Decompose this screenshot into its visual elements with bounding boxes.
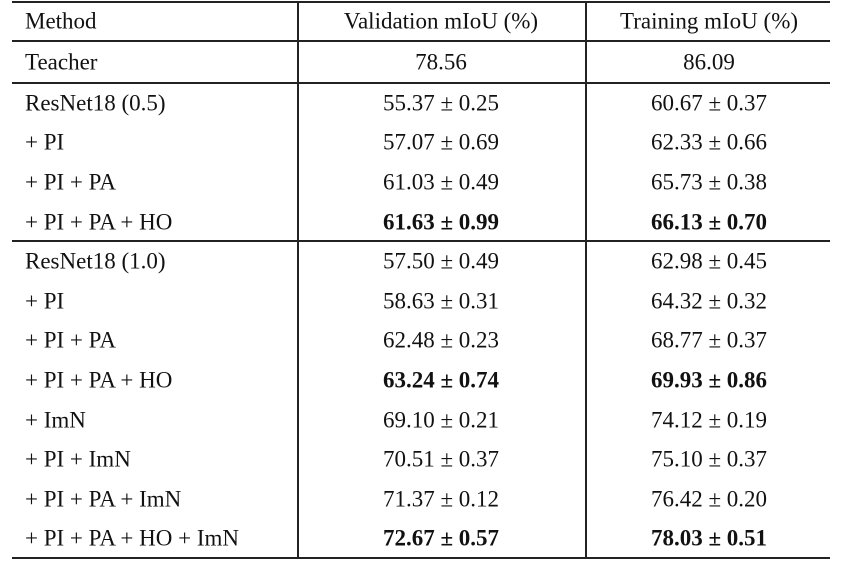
method-cell: + PI xyxy=(25,288,65,314)
column-divider xyxy=(297,1,299,558)
value-cell: 78.03 ± 0.51 xyxy=(650,525,768,551)
method-cell: + PI + PA + HO xyxy=(25,209,173,235)
value-cell: 64.32 ± 0.32 xyxy=(650,288,768,314)
value-cell: 61.03 ± 0.49 xyxy=(382,169,500,195)
value-cell: 66.13 ± 0.70 xyxy=(650,209,768,235)
method-cell: ResNet18 (0.5) xyxy=(25,90,166,116)
rule xyxy=(12,40,830,42)
value-cell: 62.98 ± 0.45 xyxy=(650,248,768,274)
value-cell: 62.33 ± 0.66 xyxy=(650,129,768,155)
method-cell: Teacher xyxy=(25,49,98,75)
value-cell: 57.50 ± 0.49 xyxy=(382,248,500,274)
value-cell: 65.73 ± 0.38 xyxy=(650,169,768,195)
value-cell: 62.48 ± 0.23 xyxy=(382,327,500,353)
rule xyxy=(12,240,830,242)
method-cell: + PI + PA xyxy=(25,327,116,353)
value-cell: 78.56 xyxy=(415,49,467,75)
value-cell: 76.42 ± 0.20 xyxy=(650,486,768,512)
value-cell: 63.24 ± 0.74 xyxy=(382,367,500,393)
header-cell: Validation mIoU (%) xyxy=(343,8,539,34)
method-cell: + PI + ImN xyxy=(25,446,131,472)
header-cell: Method xyxy=(25,8,97,34)
rule xyxy=(12,557,830,559)
method-cell: ResNet18 (1.0) xyxy=(25,248,166,274)
column-divider xyxy=(585,1,587,558)
value-cell: 69.93 ± 0.86 xyxy=(650,367,768,393)
method-cell: + PI + PA + HO xyxy=(25,367,173,393)
value-cell: 74.12 ± 0.19 xyxy=(650,407,768,433)
method-cell: + PI xyxy=(25,129,65,155)
value-cell: 61.63 ± 0.99 xyxy=(382,209,500,235)
value-cell: 60.67 ± 0.37 xyxy=(650,90,768,116)
method-cell: + PI + PA xyxy=(25,169,116,195)
value-cell: 71.37 ± 0.12 xyxy=(382,486,500,512)
value-cell: 72.67 ± 0.57 xyxy=(382,525,500,551)
method-cell: + ImN xyxy=(25,407,86,433)
rule xyxy=(12,1,830,3)
value-cell: 58.63 ± 0.31 xyxy=(382,288,500,314)
value-cell: 55.37 ± 0.25 xyxy=(382,90,500,116)
value-cell: 57.07 ± 0.69 xyxy=(382,129,500,155)
header-cell: Training mIoU (%) xyxy=(619,8,799,34)
method-cell: + PI + PA + HO + ImN xyxy=(25,525,239,551)
value-cell: 69.10 ± 0.21 xyxy=(382,407,500,433)
rule xyxy=(12,82,830,84)
value-cell: 68.77 ± 0.37 xyxy=(650,327,768,353)
method-cell: + PI + PA + ImN xyxy=(25,486,182,512)
value-cell: 70.51 ± 0.37 xyxy=(382,446,500,472)
value-cell: 75.10 ± 0.37 xyxy=(650,446,768,472)
value-cell: 86.09 xyxy=(683,49,735,75)
